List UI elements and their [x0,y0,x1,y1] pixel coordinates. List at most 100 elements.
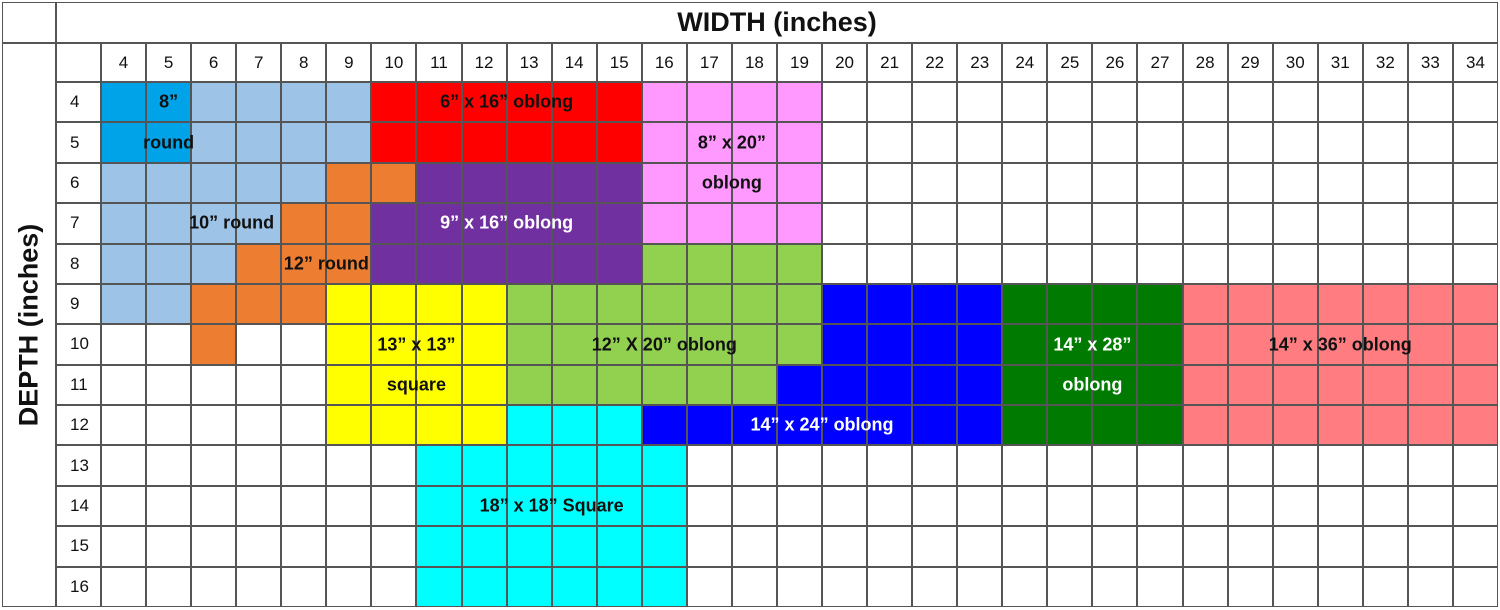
grid-cell [1272,445,1318,486]
grid-cell [1272,162,1318,204]
grid-cell [326,162,372,204]
grid-cell [506,122,552,163]
grid-cell [1227,364,1273,406]
grid-cell [867,82,913,123]
grid-cell [957,445,1003,486]
grid-cell [551,203,597,244]
grid-cell [1227,526,1273,567]
grid-cell [1452,203,1498,244]
grid-cell [1002,82,1048,123]
grid-cell [1182,526,1228,567]
grid-cell [1407,526,1453,567]
grid-cell [867,324,913,365]
grid-cell [686,566,732,607]
grid-cell [596,324,642,365]
grid-cell [867,122,913,163]
grid-cell [912,243,958,284]
grid-cell [1362,566,1408,607]
grid-cell [641,566,687,607]
grid-cell [371,203,417,244]
grid-cell [1452,283,1498,325]
grid-cell [1092,243,1138,284]
grid-cell [551,526,597,567]
grid-cell [1272,283,1318,325]
x-tick-label: 14 [551,43,597,82]
grid-cell [146,122,192,163]
grid-cell [596,526,642,567]
grid-cell [101,82,147,123]
header-corner-cell [56,43,101,82]
grid-cell [1092,445,1138,486]
grid-cell [1227,162,1273,204]
grid-cell [1182,364,1228,406]
grid-cell [1272,405,1318,446]
grid-cell [416,283,462,325]
x-tick-label: 4 [101,43,147,82]
grid-cell [1002,364,1048,406]
grid-cell [326,203,372,244]
grid-cell [596,405,642,446]
grid-cell [506,526,552,567]
grid-cell [1002,283,1048,325]
y-axis-title: DEPTH (inches) [13,223,44,427]
x-tick-label: 12 [461,43,507,82]
grid-cell [1317,203,1363,244]
grid-cell [1182,283,1228,325]
grid-cell [191,485,237,527]
x-tick-label: 24 [1002,43,1048,82]
grid-cell [1227,445,1273,486]
grid-cell [236,566,282,607]
grid-cell [281,445,327,486]
grid-cell [101,566,147,607]
grid-cell [1002,243,1048,284]
grid-cell [416,526,462,567]
y-tick-label: 6 [56,162,101,204]
grid-cell [1092,283,1138,325]
grid-cell [822,82,868,123]
grid-cell [641,82,687,123]
grid-cell [1137,364,1183,406]
grid-cell [731,485,777,527]
grid-cell [1407,82,1453,123]
grid-cell [1317,364,1363,406]
grid-cell [686,324,732,365]
grid-cell [912,445,958,486]
grid-cell [596,122,642,163]
grid-cell [957,485,1003,527]
grid-cell [1047,526,1093,567]
grid-cell [641,243,687,284]
grid-cell [912,203,958,244]
x-tick-label: 16 [641,43,687,82]
grid-cell [776,405,823,446]
grid-cell [686,122,732,163]
grid-cell [461,405,507,446]
grid-cell [1362,405,1408,446]
x-tick-label: 15 [596,43,642,82]
grid-cell [191,566,237,607]
x-tick-label: 17 [686,43,732,82]
grid-cell [461,243,507,284]
grid-cell [1137,243,1183,284]
grid-cell [1227,203,1273,244]
grid-cell [326,364,372,406]
grid-cell [191,203,237,244]
grid-cell [1182,203,1228,244]
grid-cell [146,243,192,284]
grid-cell [822,364,868,406]
grid-cell [281,324,327,365]
grid-cell [1407,203,1453,244]
grid-cell [1002,203,1048,244]
grid-cell [1047,445,1093,486]
grid-cell [551,324,597,365]
grid-cell [1452,82,1498,123]
y-tick-label: 7 [56,203,101,244]
grid-cell [1362,122,1408,163]
grid-cell [101,526,147,567]
grid-cell [506,445,552,486]
grid-cell [101,324,147,365]
grid-cell [686,364,732,406]
x-tick-label: 29 [1227,43,1273,82]
grid-cell [326,82,372,123]
grid-cell [686,405,732,446]
grid-cell [1452,405,1498,446]
